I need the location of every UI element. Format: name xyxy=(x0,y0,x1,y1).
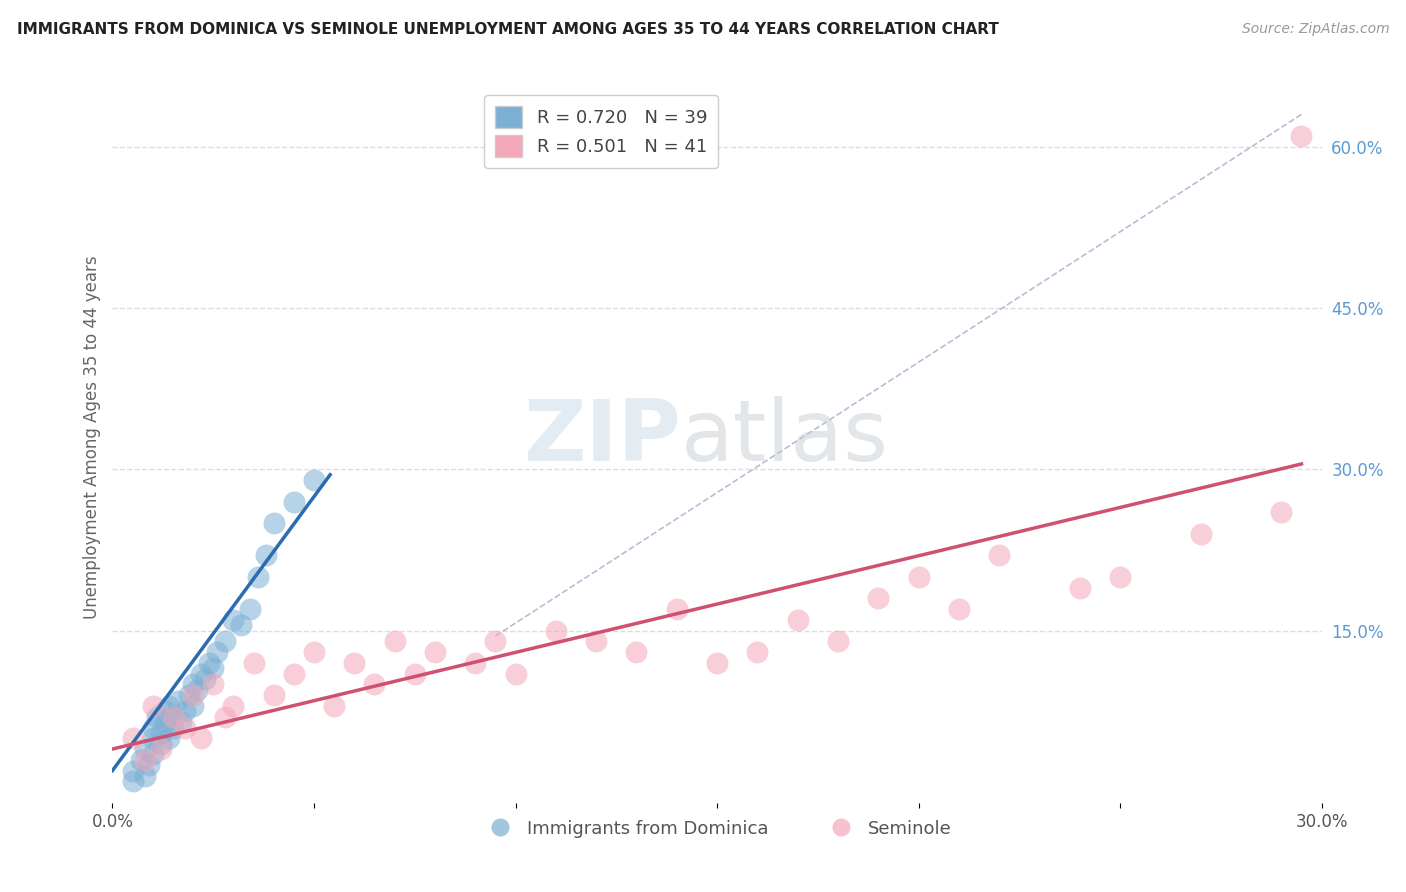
Point xyxy=(214,634,236,648)
Point xyxy=(134,753,156,767)
Point xyxy=(665,602,688,616)
Point xyxy=(157,731,180,746)
Point xyxy=(121,731,143,746)
Point xyxy=(149,726,172,740)
Point xyxy=(214,710,236,724)
Point xyxy=(1270,505,1292,519)
Point xyxy=(263,688,285,702)
Point xyxy=(505,666,527,681)
Point xyxy=(484,634,506,648)
Point xyxy=(988,549,1011,563)
Legend: Immigrants from Dominica, Seminole: Immigrants from Dominica, Seminole xyxy=(475,813,959,845)
Point xyxy=(142,731,165,746)
Point xyxy=(384,634,406,648)
Point xyxy=(142,698,165,713)
Point xyxy=(181,677,204,691)
Point xyxy=(181,688,204,702)
Point xyxy=(868,591,890,606)
Point xyxy=(231,618,253,632)
Point xyxy=(202,677,225,691)
Point xyxy=(585,634,607,648)
Point xyxy=(134,742,156,756)
Point xyxy=(706,656,728,670)
Point xyxy=(222,698,245,713)
Point xyxy=(146,710,169,724)
Text: atlas: atlas xyxy=(681,395,889,479)
Point xyxy=(363,677,385,691)
Point xyxy=(186,682,208,697)
Point xyxy=(404,666,426,681)
Point xyxy=(149,742,172,756)
Text: ZIP: ZIP xyxy=(523,395,681,479)
Text: IMMIGRANTS FROM DOMINICA VS SEMINOLE UNEMPLOYMENT AMONG AGES 35 TO 44 YEARS CORR: IMMIGRANTS FROM DOMINICA VS SEMINOLE UNE… xyxy=(17,22,998,37)
Point xyxy=(170,715,193,730)
Point xyxy=(181,698,204,713)
Point xyxy=(174,705,197,719)
Point xyxy=(544,624,567,638)
Point xyxy=(121,764,143,778)
Point xyxy=(162,710,184,724)
Point xyxy=(162,721,184,735)
Point xyxy=(283,494,305,508)
Point xyxy=(138,758,160,772)
Point xyxy=(190,731,212,746)
Point xyxy=(1291,128,1313,143)
Point xyxy=(464,656,486,670)
Point xyxy=(153,705,176,719)
Point xyxy=(157,698,180,713)
Point xyxy=(142,747,165,762)
Point xyxy=(242,656,264,670)
Point xyxy=(423,645,446,659)
Point xyxy=(202,661,225,675)
Point xyxy=(626,645,648,659)
Point xyxy=(129,753,152,767)
Point xyxy=(827,634,849,648)
Point xyxy=(198,656,221,670)
Point xyxy=(263,516,285,530)
Point xyxy=(174,721,197,735)
Point xyxy=(177,688,200,702)
Point xyxy=(190,666,212,681)
Point xyxy=(194,672,217,686)
Text: Source: ZipAtlas.com: Source: ZipAtlas.com xyxy=(1241,22,1389,37)
Point xyxy=(222,613,245,627)
Point xyxy=(323,698,346,713)
Point xyxy=(254,549,277,563)
Point xyxy=(786,613,808,627)
Point xyxy=(121,774,143,789)
Point xyxy=(246,570,269,584)
Point xyxy=(283,666,305,681)
Point xyxy=(948,602,970,616)
Point xyxy=(149,737,172,751)
Point xyxy=(343,656,366,670)
Point xyxy=(238,602,260,616)
Point xyxy=(907,570,929,584)
Point xyxy=(1189,527,1212,541)
Point xyxy=(153,715,176,730)
Point xyxy=(1069,581,1091,595)
Point xyxy=(302,473,325,487)
Y-axis label: Unemployment Among Ages 35 to 44 years: Unemployment Among Ages 35 to 44 years xyxy=(83,255,101,619)
Point xyxy=(134,769,156,783)
Point xyxy=(166,693,188,707)
Point xyxy=(142,721,165,735)
Point xyxy=(162,710,184,724)
Point xyxy=(747,645,769,659)
Point xyxy=(207,645,229,659)
Point xyxy=(302,645,325,659)
Point xyxy=(1109,570,1132,584)
